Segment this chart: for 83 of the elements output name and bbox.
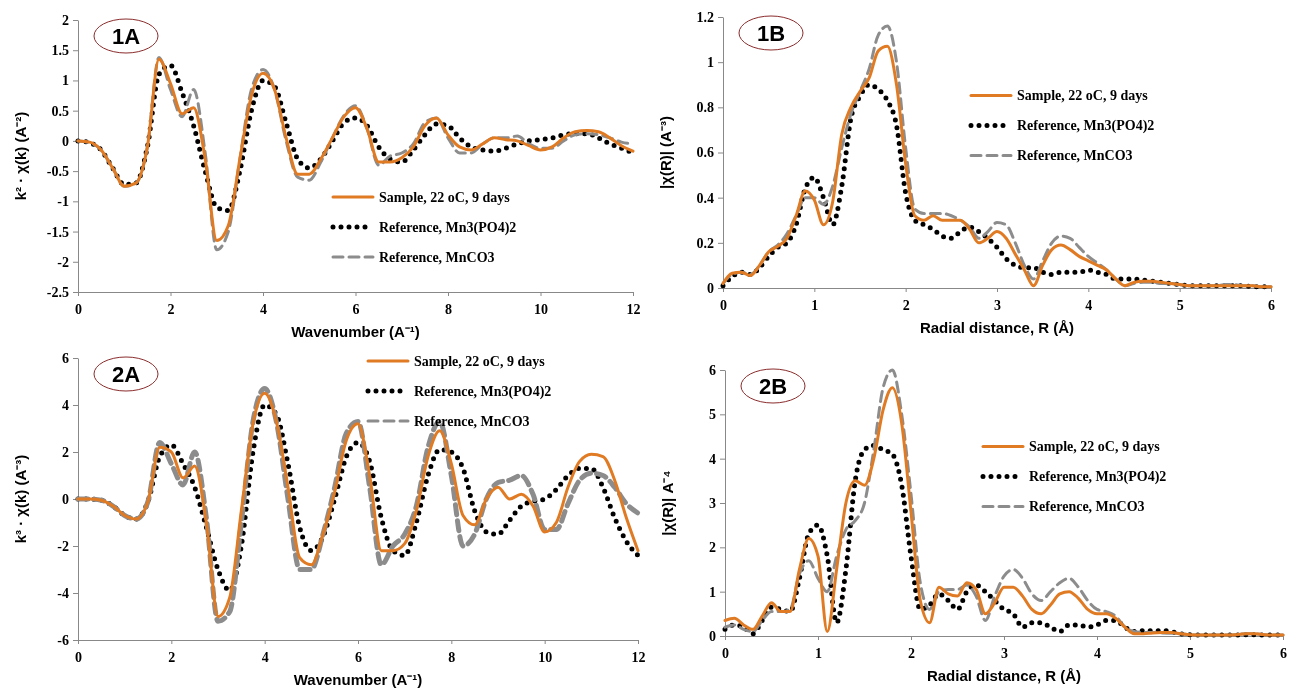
chart-title: 1A bbox=[111, 24, 141, 49]
y-tick-label: -2 bbox=[57, 254, 69, 270]
y-tick-label: -6 bbox=[57, 632, 69, 648]
y-axis-title: |χ(R)| A⁻⁴ bbox=[659, 470, 676, 536]
x-tick-label: 1 bbox=[811, 297, 819, 313]
chart-title: 1B bbox=[756, 21, 786, 46]
y-tick-label: 1.5 bbox=[51, 43, 69, 59]
legend-label: Reference, Mn3(PO4)2 bbox=[1017, 118, 1155, 135]
x-tick-label: 2 bbox=[908, 645, 915, 661]
x-tick-label: 6 bbox=[355, 649, 362, 665]
x-tick-label: 4 bbox=[260, 301, 267, 317]
y-tick-label: -0.5 bbox=[46, 164, 69, 180]
y-tick-label: 0.6 bbox=[696, 145, 714, 161]
y-tick-label: -4 bbox=[57, 585, 69, 601]
y-axis-title: k² · χ(k) (A⁻²) bbox=[12, 111, 29, 201]
x-tick-label: 1 bbox=[815, 645, 822, 661]
x-tick-label: 0 bbox=[722, 645, 729, 661]
legend-label: Reference, MnCO3 bbox=[1029, 499, 1145, 515]
chart-title: 2A bbox=[111, 362, 141, 387]
x-tick-label: 0 bbox=[720, 297, 727, 313]
x-tick-label: 0 bbox=[75, 649, 82, 665]
y-tick-label: 0 bbox=[62, 133, 69, 149]
y-tick-label: 2 bbox=[709, 540, 716, 556]
x-tick-label: 2 bbox=[168, 649, 176, 665]
x-tick-label: 3 bbox=[1001, 645, 1008, 661]
x-tick-label: 5 bbox=[1176, 297, 1184, 313]
x-tick-label: 6 bbox=[352, 301, 360, 317]
x-tick-label: 10 bbox=[534, 301, 548, 317]
legend-label: Reference, Mn3(PO4)2 bbox=[379, 220, 517, 236]
legend-label: Reference, Mn3(PO4)2 bbox=[1029, 469, 1167, 486]
x-axis-title: Wavenumber (A⁻¹) bbox=[293, 671, 423, 688]
y-tick-label: 4 bbox=[709, 451, 716, 467]
y-tick-label: 6 bbox=[709, 362, 716, 378]
x-tick-label: 6 bbox=[1280, 645, 1287, 661]
x-axis-title: Radial distance, R (Å) bbox=[919, 319, 1075, 336]
x-tick-label: 6 bbox=[1268, 297, 1275, 313]
legend-label: Reference, Mn3(PO4)2 bbox=[414, 384, 552, 400]
y-tick-label: -1.5 bbox=[46, 224, 69, 240]
y-tick-label: 3 bbox=[709, 495, 716, 511]
y-tick-label: 0.2 bbox=[696, 235, 714, 251]
x-tick-label: 4 bbox=[261, 649, 269, 665]
y-tick-label: 1 bbox=[707, 55, 714, 71]
x-tick-label: 8 bbox=[445, 301, 452, 317]
x-tick-label: 0 bbox=[75, 301, 82, 317]
y-axis-title: k³ · χ(k) (A⁻³) bbox=[12, 454, 29, 544]
y-tick-label: 0 bbox=[62, 491, 69, 507]
x-tick-label: 12 bbox=[626, 301, 641, 317]
y-tick-label: 1 bbox=[62, 73, 69, 89]
x-tick-label: 4 bbox=[1085, 297, 1093, 313]
x-tick-label: 5 bbox=[1187, 645, 1194, 661]
y-tick-label: -1 bbox=[57, 194, 69, 210]
legend-label: Sample, 22 oC, 9 days bbox=[414, 354, 546, 369]
y-tick-label: 0.5 bbox=[51, 103, 69, 119]
legend-label: Reference, MnCO3 bbox=[379, 250, 495, 265]
legend-label: Sample, 22 oC, 9 days bbox=[1029, 439, 1161, 455]
x-tick-label: 2 bbox=[902, 297, 910, 313]
y-tick-label: 0 bbox=[709, 628, 716, 644]
y-axis-title: |χ(R)| (A⁻³) bbox=[657, 116, 674, 189]
x-tick-label: 2 bbox=[167, 301, 175, 317]
y-tick-label: 2 bbox=[62, 444, 69, 460]
x-axis-title: Radial distance, R (Å) bbox=[926, 667, 1082, 684]
x-tick-label: 3 bbox=[994, 297, 1001, 313]
chart-title: 2B bbox=[758, 374, 788, 399]
legend-label: Sample, 22 oC, 9 days bbox=[379, 190, 511, 205]
y-tick-label: 1 bbox=[709, 584, 716, 600]
x-tick-label: 12 bbox=[631, 649, 646, 665]
y-tick-label: 0.4 bbox=[696, 190, 714, 206]
y-tick-label: -2 bbox=[57, 538, 69, 554]
x-tick-label: 10 bbox=[538, 649, 553, 665]
y-tick-label: 0.8 bbox=[696, 100, 714, 116]
y-tick-label: 0 bbox=[707, 280, 714, 296]
y-tick-label: 4 bbox=[62, 397, 69, 413]
y-tick-label: 6 bbox=[62, 350, 69, 366]
legend-label: Reference, MnCO3 bbox=[1017, 148, 1133, 164]
y-tick-label: 5 bbox=[709, 407, 716, 423]
x-tick-label: 4 bbox=[1094, 645, 1101, 661]
y-tick-label: -2.5 bbox=[46, 284, 69, 300]
legend-label: Reference, MnCO3 bbox=[414, 414, 530, 429]
legend-label: Sample, 22 oC, 9 days bbox=[1017, 88, 1149, 104]
x-axis-title: Wavenumber (A⁻¹) bbox=[291, 323, 420, 340]
y-tick-label: 2 bbox=[62, 12, 69, 28]
y-tick-label: 1.2 bbox=[696, 9, 714, 25]
x-tick-label: 8 bbox=[448, 649, 456, 665]
